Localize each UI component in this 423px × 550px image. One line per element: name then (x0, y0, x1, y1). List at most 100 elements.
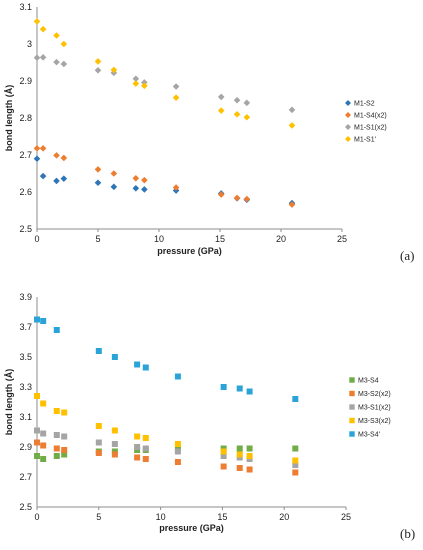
y-tick-label: 3.5 (19, 352, 32, 362)
data-point (60, 175, 68, 182)
y-tick-labels-a: 2.5 2.6 2.7 2.8 2.9 3 3.1 (19, 2, 32, 234)
data-point (39, 25, 47, 33)
data-point (34, 427, 40, 434)
data-point (34, 393, 40, 399)
data-point (246, 388, 253, 395)
data-point (53, 445, 60, 452)
data-point (288, 201, 296, 208)
legend-label: M3-S1(x2) (358, 405, 391, 412)
data-point (243, 113, 251, 121)
data-point (236, 385, 243, 392)
data-point (33, 18, 41, 25)
x-tick-label: 15 (217, 512, 227, 522)
data-point (132, 175, 140, 182)
x-tick-label: 0 (34, 234, 39, 244)
data-point (236, 451, 243, 458)
data-point (142, 456, 149, 462)
data-point (174, 459, 181, 465)
data-point (134, 454, 141, 461)
data-point (53, 58, 60, 66)
data-point (174, 373, 181, 380)
data-point (95, 439, 102, 446)
legend-label: M1-S4(x2) (354, 113, 387, 120)
data-point (61, 447, 68, 453)
x-tick-label: 25 (337, 234, 347, 244)
data-point (246, 445, 253, 452)
legend-label: M3-S3(x2) (358, 418, 391, 425)
y-tick-label: 2.9 (19, 442, 32, 452)
data-point (53, 177, 60, 185)
data-point (39, 54, 47, 61)
data-point (110, 66, 118, 74)
data-point (53, 408, 60, 414)
x-tick-label: 20 (276, 234, 286, 244)
y-tick-label: 2.6 (19, 187, 32, 197)
x-axis-title-b: pressure (GPa) (159, 523, 224, 533)
data-point (233, 96, 241, 104)
data-point (233, 194, 241, 202)
legend-marker (349, 404, 355, 410)
data-point (220, 453, 227, 459)
y-tick-label: 3.3 (19, 382, 32, 392)
data-point (220, 448, 227, 455)
data-point (142, 445, 149, 452)
data-point (292, 457, 299, 464)
x-tick-label: 15 (215, 234, 225, 244)
data-point (217, 191, 225, 198)
y-tick-label: 2.5 (19, 502, 32, 512)
chart-panel-a: 2.52.62.72.82.933.1 0 5 10 15 20 25 M1-S2M1-S… (4, 2, 414, 263)
legend-marker (345, 112, 351, 118)
legend-label: M1-S1' (354, 137, 376, 144)
x-tick-label: 5 (96, 512, 101, 522)
legend-label: M3-S4 (358, 378, 379, 385)
data-point (111, 441, 118, 447)
data-point (172, 94, 180, 101)
data-point (174, 448, 181, 455)
data-point (94, 66, 102, 74)
y-tick-label: 2.7 (19, 150, 32, 160)
data-point (61, 433, 68, 440)
data-point (34, 316, 40, 323)
data-point (292, 469, 299, 476)
legend-label: M1-S2 (354, 101, 375, 108)
y-tick-label: 3 (27, 39, 32, 49)
data-point (95, 348, 102, 354)
data-point (292, 445, 299, 452)
legend-label: M1-S1(x2) (354, 125, 387, 132)
data-point (174, 441, 181, 447)
y-axis-title-a: bond length (Å) (4, 85, 14, 151)
data-point (236, 445, 243, 452)
y-tick-label: 2.9 (19, 76, 32, 86)
legend-marker (349, 390, 355, 397)
data-point (220, 463, 227, 470)
data-point (292, 396, 299, 402)
data-point (95, 450, 102, 456)
data-point (217, 107, 225, 114)
data-point (132, 80, 140, 87)
data-point (33, 54, 41, 61)
data-point (33, 155, 41, 162)
legend-marker (349, 417, 355, 424)
chart-panel-b: 2.5 2.7 2.9 3.1 3.3 3.5 3.7 3.9 0 5 10 15 20 25 M3-S… (4, 292, 415, 541)
data-point (60, 154, 68, 162)
panel-label-a: (a) (400, 248, 414, 263)
data-point (233, 111, 241, 118)
data-point (40, 400, 47, 407)
data-point (110, 170, 118, 177)
x-tick-label: 10 (154, 234, 164, 244)
data-point (134, 433, 141, 440)
data-point (60, 40, 68, 48)
legend-marker (349, 431, 355, 437)
legend-label: M3-S4' (358, 432, 380, 439)
axes-a (36, 7, 342, 230)
legend-marker (345, 124, 351, 130)
data-point (39, 145, 47, 152)
data-point (236, 465, 243, 471)
data-point (142, 435, 149, 441)
data-point (53, 453, 60, 459)
x-tick-labels-a: 0 5 10 15 20 25 (34, 229, 347, 244)
data-point (40, 430, 47, 437)
data-point (95, 423, 102, 429)
data-point (94, 179, 102, 187)
